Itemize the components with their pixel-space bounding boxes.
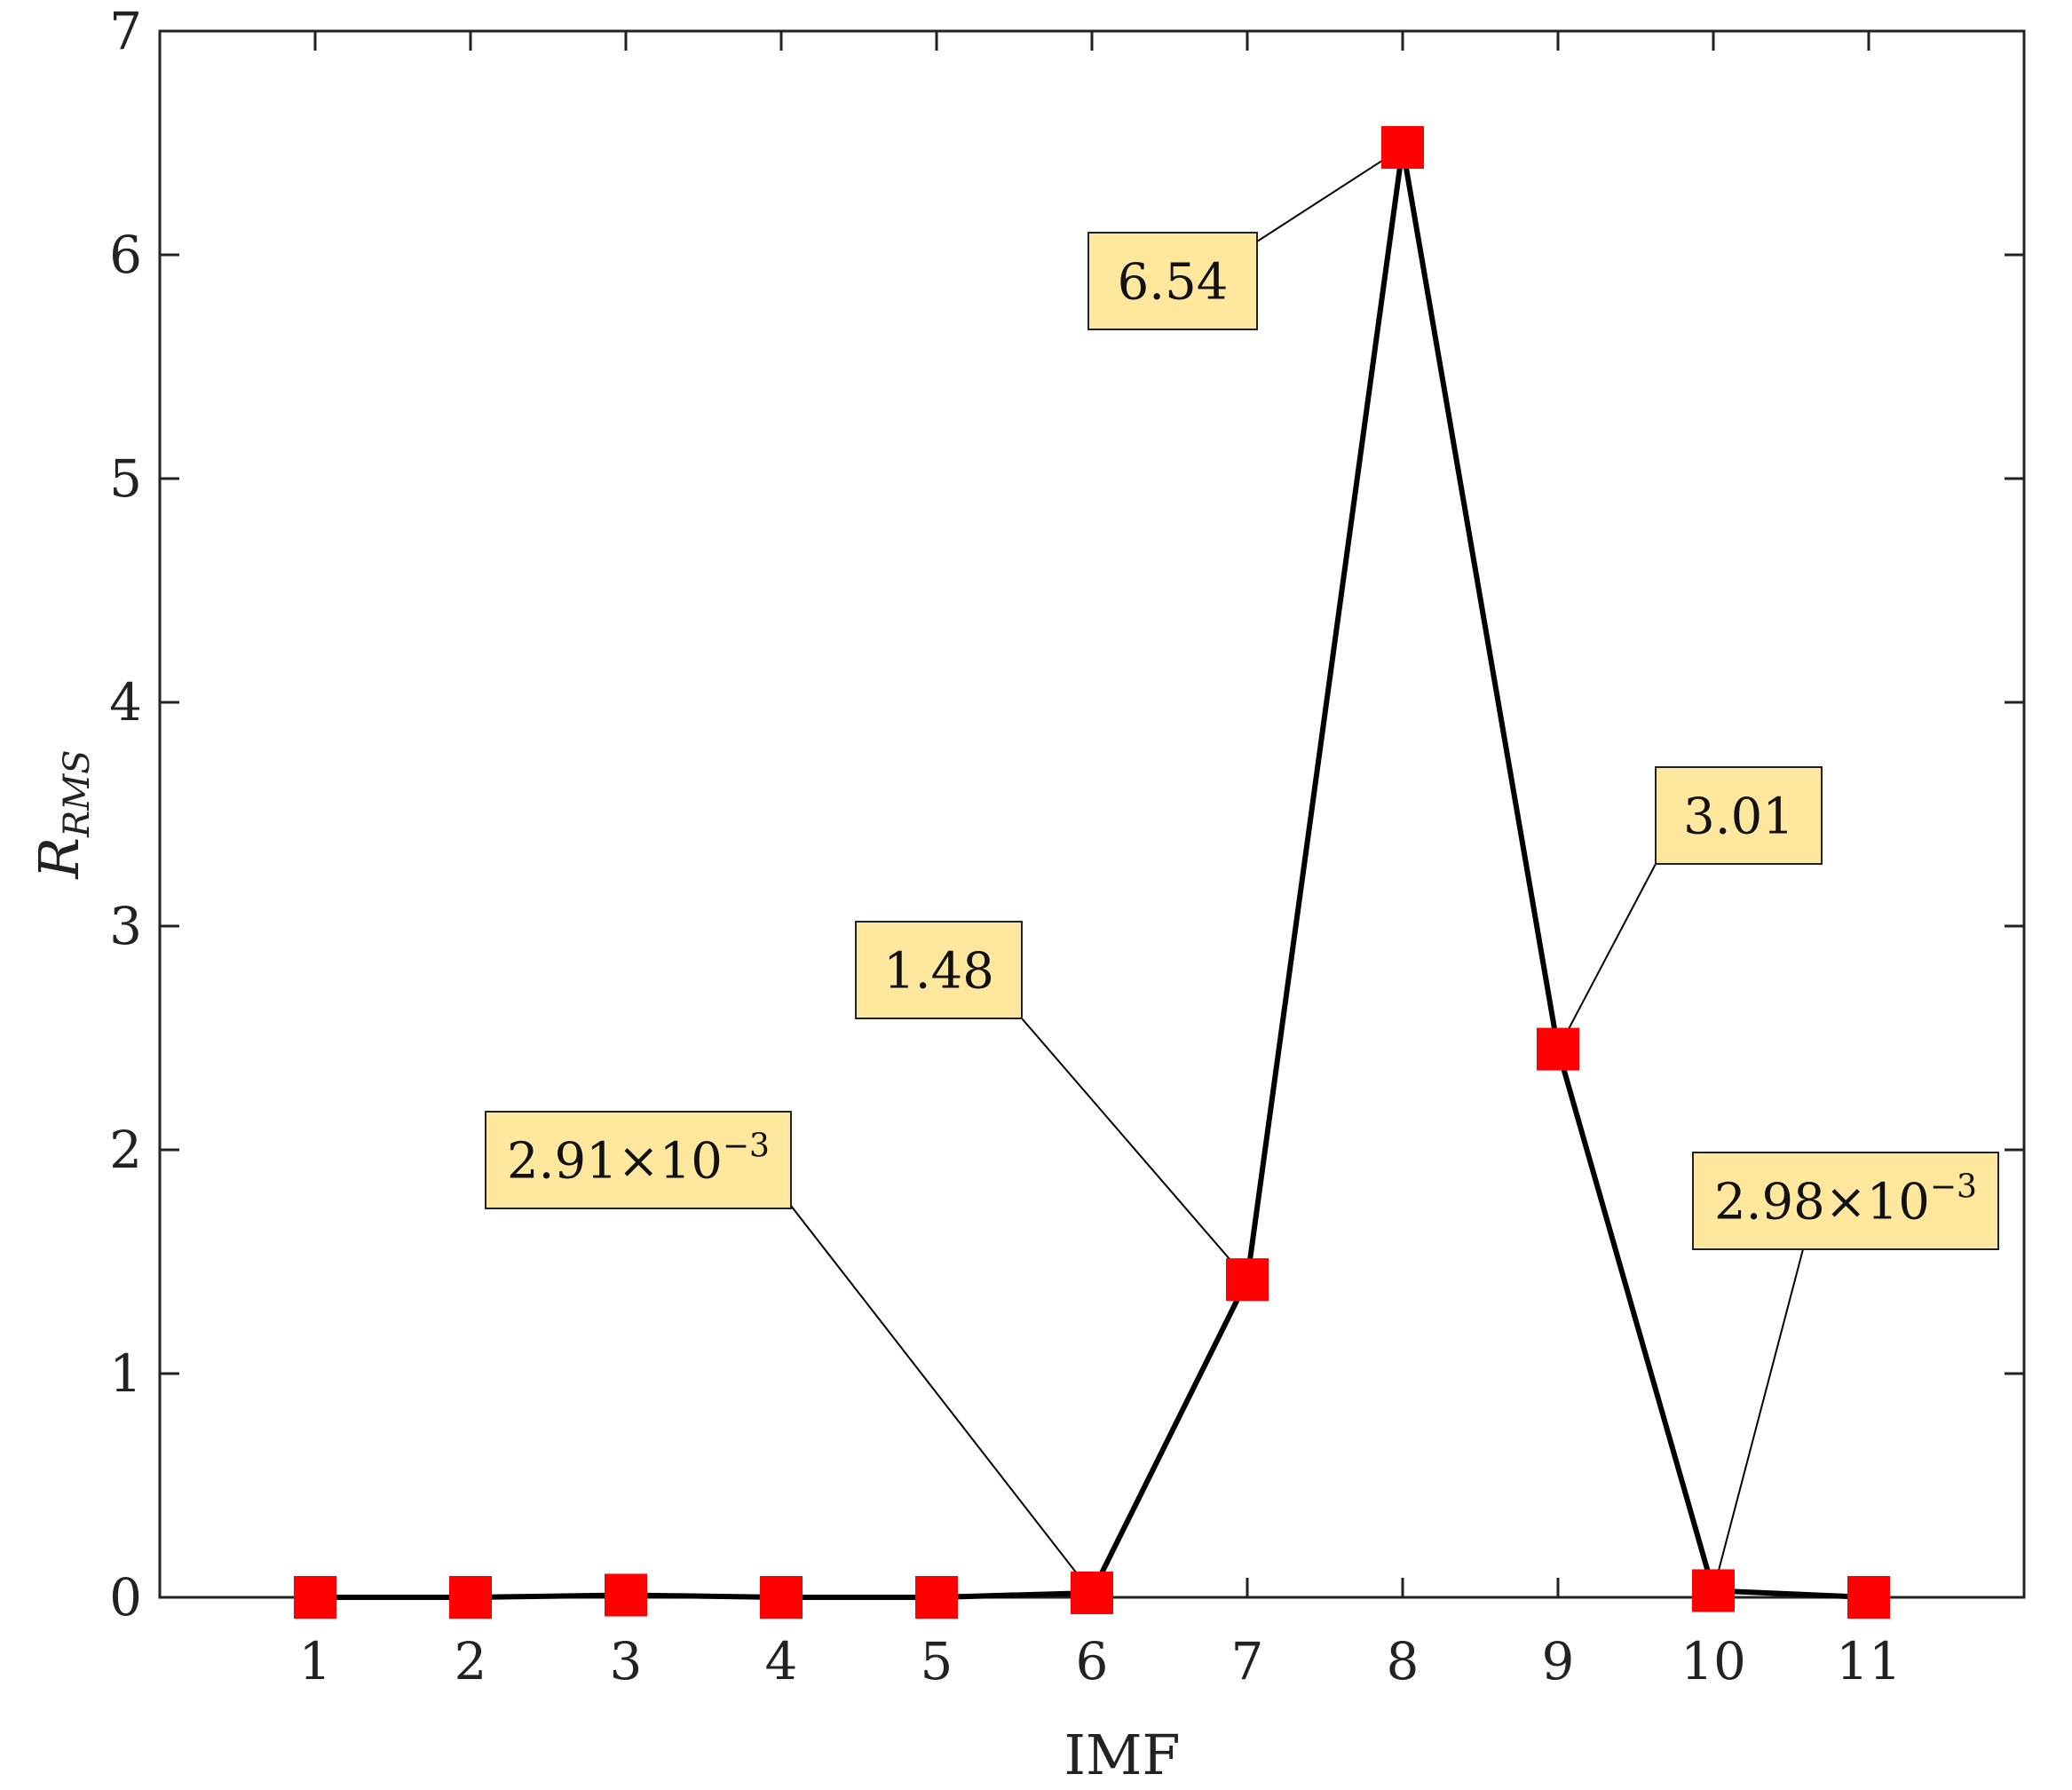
y-axis-title-main: R	[27, 837, 91, 880]
data-point-marker	[1692, 1569, 1735, 1612]
y-tick-label: 2	[109, 1120, 142, 1180]
y-tick-label: 3	[109, 896, 142, 956]
annotation-label: 3.01	[1683, 788, 1794, 846]
series-markers	[294, 126, 1890, 1619]
x-tick-label: 2	[455, 1631, 487, 1691]
y-tick-label: 7	[109, 1, 142, 61]
x-tick-label: 9	[1542, 1631, 1575, 1691]
y-axis-title-sub: RMS	[57, 749, 98, 837]
data-point-marker	[294, 1576, 336, 1619]
data-point-marker	[1847, 1576, 1890, 1619]
annotation-label: 1.48	[883, 943, 994, 1001]
annotation-leaders	[790, 147, 1804, 1594]
data-point-marker	[760, 1576, 803, 1619]
x-tick-label: 7	[1231, 1631, 1264, 1691]
x-tick-label: 11	[1836, 1631, 1902, 1691]
y-tick-label: 5	[109, 448, 142, 509]
y-axis-title: RRMS	[27, 749, 98, 879]
annotation-value: 1.48	[883, 943, 994, 1001]
x-tick-label: 3	[610, 1631, 643, 1691]
data-point-marker	[1226, 1258, 1269, 1302]
annotation-value: 2.91×10	[507, 1133, 723, 1191]
annotation-value: 2.98×10	[1714, 1174, 1930, 1232]
data-point-marker	[1381, 126, 1424, 170]
x-tick-label: 5	[921, 1631, 953, 1691]
y-axis: 0 1 2 3 4 5 6 7	[109, 1, 2024, 1628]
x-tick-label: 8	[1387, 1631, 1420, 1691]
x-tick-label: 10	[1681, 1631, 1746, 1691]
x-tick-label: 4	[765, 1631, 798, 1691]
annotation-label: 2.91×10−3	[507, 1129, 770, 1191]
annotation-box	[855, 921, 1023, 1019]
data-point-marker	[449, 1576, 492, 1619]
annotation-box	[1655, 766, 1823, 865]
annotation-exponent: −3	[723, 1129, 770, 1165]
y-tick-label: 4	[109, 672, 142, 733]
data-point-marker	[915, 1576, 958, 1619]
annotation-leader-line	[1256, 147, 1404, 242]
annotation-label: 2.98×10−3	[1714, 1169, 1977, 1232]
annotation-label: 6.54	[1118, 254, 1229, 312]
y-tick-label: 1	[109, 1343, 142, 1404]
annotation-value: 6.54	[1118, 254, 1229, 312]
annotation-box	[485, 1111, 792, 1209]
data-point-marker	[1071, 1571, 1113, 1614]
annotation-value: 3.01	[1683, 788, 1794, 846]
annotation-leader-line	[1557, 863, 1657, 1050]
y-tick-label: 0	[109, 1567, 142, 1628]
annotation-leader-line	[790, 1205, 1093, 1594]
annotation-leader-line	[1712, 1248, 1804, 1591]
annotation-box	[1692, 1152, 1999, 1250]
x-tick-label: 6	[1076, 1631, 1109, 1691]
annotation-box	[1087, 232, 1258, 330]
data-point-marker	[1537, 1027, 1579, 1071]
annotation-exponent: −3	[1930, 1169, 1977, 1206]
y-tick-label: 6	[109, 225, 142, 285]
annotations: 2.91×10−31.486.543.012.98×10−3	[485, 232, 1999, 1250]
x-axis: 1 2 3 4 5 6 7 8 9 10 11	[299, 31, 1902, 1691]
x-axis-title: IMF	[1064, 1723, 1181, 1787]
annotation-leader-line	[1021, 1018, 1248, 1280]
data-point-marker	[605, 1573, 647, 1617]
x-tick-label: 1	[299, 1631, 332, 1691]
